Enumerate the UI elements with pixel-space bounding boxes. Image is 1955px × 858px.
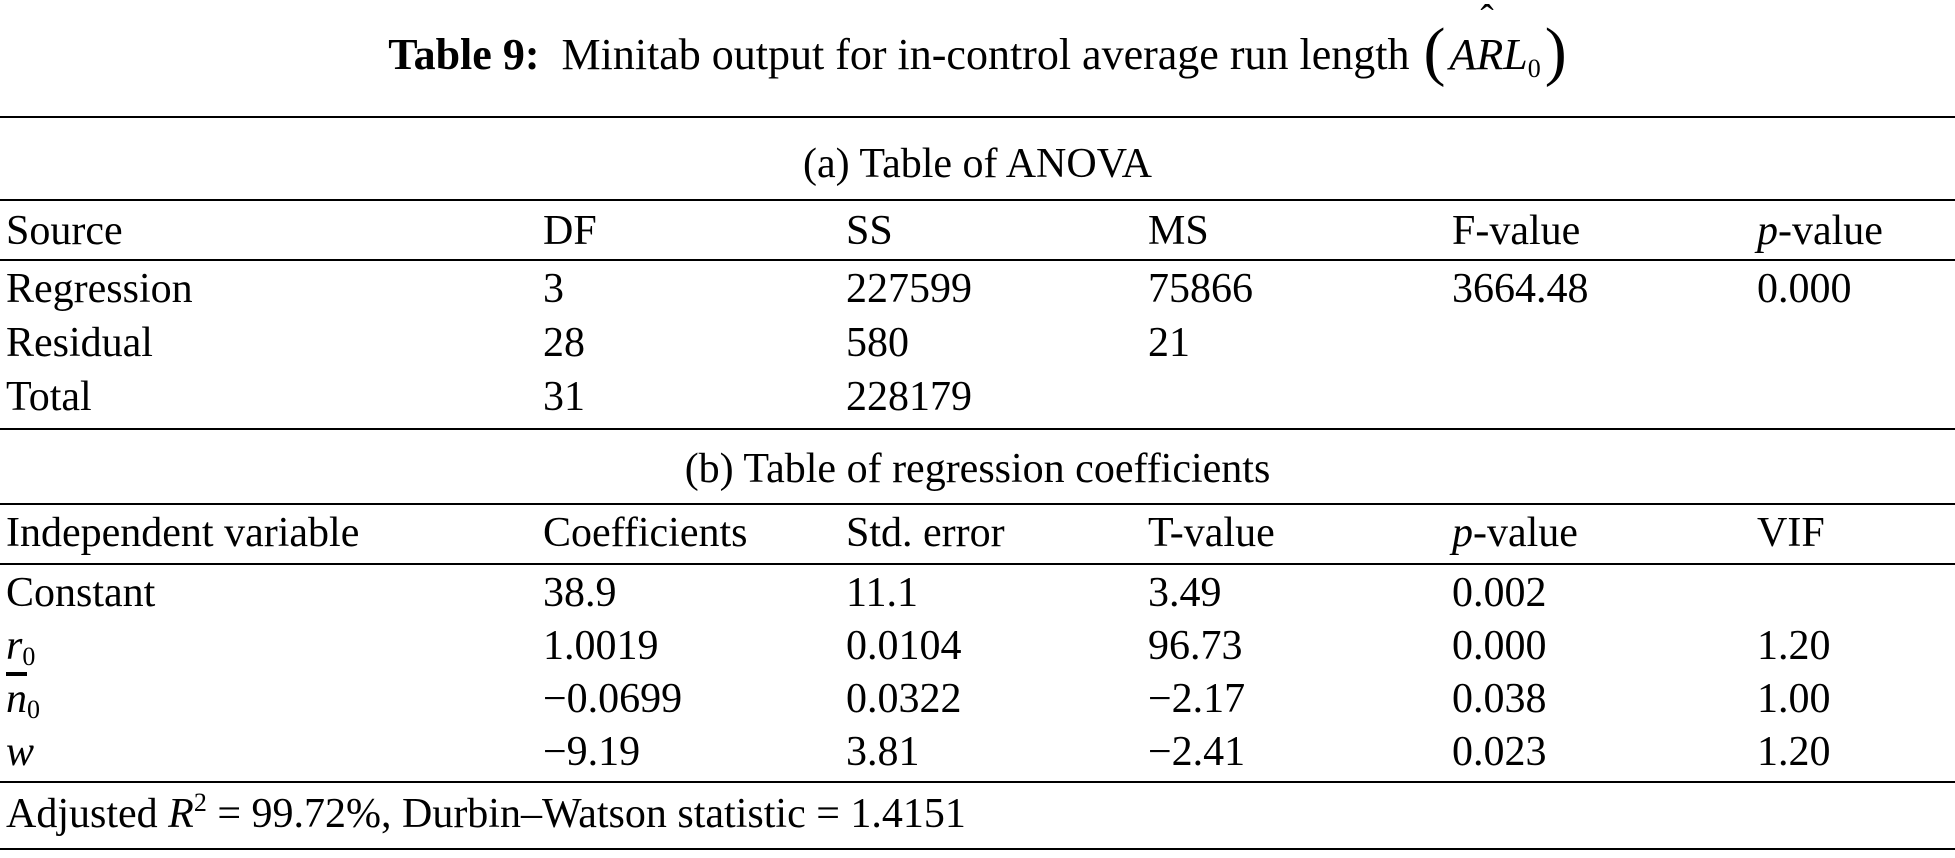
- coef-p-value: 0.000: [1452, 623, 1547, 669]
- header-p-value: p-value: [1452, 506, 1578, 561]
- header-f-value: F-value: [1452, 208, 1581, 254]
- table-row: Residual 28 580 21: [0, 316, 1955, 371]
- anova-f-value: 3664.48: [1452, 266, 1589, 312]
- header-independent-variable: Independent variable: [6, 510, 360, 556]
- anova-ss: 580: [846, 320, 909, 366]
- coef-variable: n0: [6, 672, 40, 731]
- coef-vif: 1.00: [1757, 676, 1831, 722]
- coef-p-value: 0.038: [1452, 676, 1547, 722]
- header-coefficients: Coefficients: [543, 510, 748, 556]
- coef-variable-symbol: r: [6, 623, 23, 669]
- coef-t-value: 3.49: [1148, 570, 1222, 616]
- header-p-suffix: -value: [1473, 510, 1578, 556]
- header-vif: VIF: [1757, 510, 1825, 556]
- table-row: w −9.19 3.81 −2.41 0.023 1.20: [0, 725, 1955, 780]
- anova-source: Regression: [6, 266, 193, 312]
- footnote-r-symbol: R: [168, 791, 194, 837]
- coef-p-value: 0.002: [1452, 570, 1547, 616]
- coef-variable-symbol: n: [6, 676, 27, 722]
- table-caption: Table 9: Minitab output for in-control a…: [0, 0, 1955, 108]
- coef-variable: Constant: [6, 570, 156, 616]
- header-t-value: T-value: [1148, 510, 1275, 556]
- coef-vif: 1.20: [1757, 729, 1831, 775]
- header-p-italic: p: [1452, 510, 1473, 556]
- footnote-r-superscript: 2: [193, 788, 207, 817]
- table-row: Constant 38.9 11.1 3.49 0.002: [0, 566, 1955, 621]
- coefficients-header-row: Independent variable Coefficients Std. e…: [0, 506, 1955, 561]
- coef-variable: w: [6, 729, 35, 775]
- caption-text: Minitab output for in-control average ru…: [561, 29, 1410, 79]
- footnote-prefix: Adjusted: [6, 791, 169, 837]
- coef-t-value: 96.73: [1148, 623, 1243, 669]
- anova-bottom-rule: [0, 428, 1955, 430]
- table-row: n0 −0.0699 0.0322 −2.17 0.038 1.00: [0, 672, 1955, 727]
- arl-symbol-subscript: 0: [1527, 53, 1541, 83]
- coef-std-error: 0.0104: [846, 623, 962, 669]
- anova-source: Total: [6, 374, 92, 420]
- header-p-italic: p: [1757, 208, 1778, 254]
- arl-hat-letter: R: [1476, 0, 1503, 80]
- anova-p-value: 0.000: [1757, 266, 1852, 312]
- coef-variable-subscript: 0: [27, 695, 40, 724]
- header-df: DF: [543, 208, 597, 254]
- arl-symbol-text: ARL: [1449, 0, 1527, 80]
- anova-title-rule: [0, 199, 1955, 201]
- coefficients-title-rule: [0, 503, 1955, 505]
- open-paren: (: [1423, 15, 1446, 88]
- caption-label: Table 9:: [388, 29, 540, 79]
- anova-title: (a) Table of ANOVA: [803, 141, 1152, 187]
- close-paren: ): [1544, 15, 1567, 88]
- header-ms: MS: [1148, 208, 1209, 254]
- table-row: r0 1.0019 0.0104 96.73 0.000 1.20: [0, 619, 1955, 674]
- bottom-rule: [0, 848, 1955, 850]
- model-fit-footnote: Adjusted R2 = 99.72%, Durbin–Watson stat…: [6, 786, 966, 847]
- header-p-value: p-value: [1757, 204, 1883, 259]
- table-row: Total 31 228179: [0, 370, 1955, 425]
- coef-value: −9.19: [543, 729, 641, 775]
- anova-ms: 21: [1148, 320, 1190, 366]
- anova-df: 28: [543, 320, 585, 366]
- anova-ms: 75866: [1148, 266, 1253, 312]
- header-ss: SS: [846, 208, 893, 254]
- coef-p-value: 0.023: [1452, 729, 1547, 775]
- coef-std-error: 0.0322: [846, 676, 962, 722]
- coef-value: 38.9: [543, 570, 617, 616]
- coefficients-bottom-rule: [0, 781, 1955, 783]
- anova-header-rule: [0, 259, 1955, 261]
- anova-df: 3: [543, 266, 564, 312]
- caption-symbol-group: ( ARL 0 ): [1423, 0, 1567, 88]
- header-p-suffix: -value: [1778, 208, 1883, 254]
- arl-symbol: ARL 0: [1449, 0, 1540, 83]
- anova-source: Residual: [6, 320, 153, 366]
- anova-ss: 228179: [846, 374, 972, 420]
- coef-variable: r0: [6, 619, 35, 678]
- anova-df: 31: [543, 374, 585, 420]
- coef-t-value: −2.17: [1148, 676, 1246, 722]
- coef-t-value: −2.41: [1148, 729, 1246, 775]
- coef-vif: 1.20: [1757, 623, 1831, 669]
- anova-header-row: Source DF SS MS F-value p-value: [0, 204, 1955, 259]
- anova-ss: 227599: [846, 266, 972, 312]
- table-row: Regression 3 227599 75866 3664.48 0.000: [0, 262, 1955, 317]
- coef-std-error: 3.81: [846, 729, 920, 775]
- header-source: Source: [6, 208, 123, 254]
- footnote-text: = 99.72%, Durbin–Watson statistic = 1.41…: [206, 791, 966, 837]
- header-std-error: Std. error: [846, 510, 1005, 556]
- coef-std-error: 11.1: [846, 570, 918, 616]
- coefficients-header-rule: [0, 563, 1955, 565]
- coef-variable-subscript: 0: [22, 642, 36, 671]
- coef-value: −0.0699: [543, 676, 683, 722]
- coef-value: 1.0019: [543, 623, 659, 669]
- top-rule: [0, 116, 1955, 118]
- coefficients-title: (b) Table of regression coefficients: [684, 446, 1271, 492]
